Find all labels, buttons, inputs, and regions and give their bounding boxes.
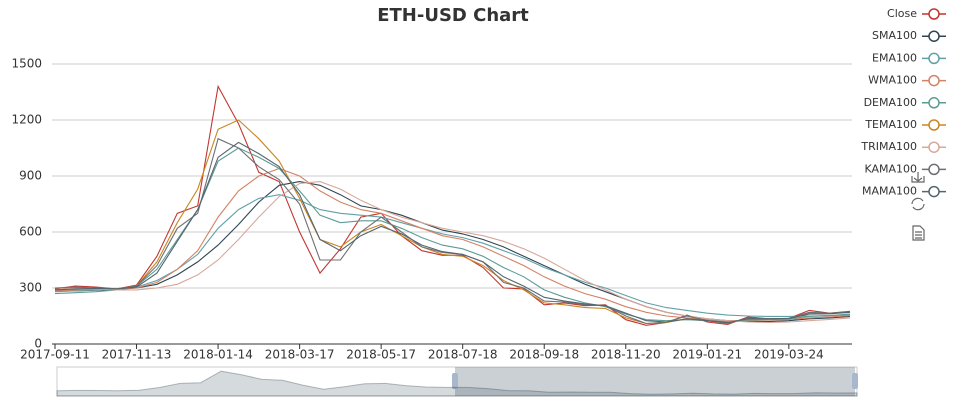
x-tick-label: 2019-01-21 xyxy=(672,348,742,362)
legend-symbol[interactable] xyxy=(928,97,940,109)
legend-symbol[interactable] xyxy=(928,141,940,153)
data-view-icon[interactable] xyxy=(912,225,925,241)
legend: Close SMA100 EMA100 WMA100 DEMA100 TEMA100 TRI… xyxy=(860,7,946,198)
x-tick-label: 2017-11-13 xyxy=(102,348,172,362)
legend-symbol[interactable] xyxy=(928,74,940,87)
series-line xyxy=(54,84,851,326)
chart-title: ETH-USD Chart xyxy=(377,5,529,26)
slider-handle[interactable] xyxy=(452,373,458,389)
legend-label[interactable]: SMA100 xyxy=(872,29,917,42)
legend-label[interactable]: WMA100 xyxy=(868,74,917,87)
series-line xyxy=(54,181,851,324)
y-tick-label: 0 xyxy=(34,337,42,351)
restore-icon[interactable] xyxy=(911,197,925,211)
slider[interactable] xyxy=(56,366,858,397)
legend-label[interactable]: DEMA100 xyxy=(864,96,917,109)
x-tick-label: 2018-03-17 xyxy=(265,348,335,362)
x-tick-label: 2018-05-17 xyxy=(346,348,416,362)
y-tick-label: 300 xyxy=(19,281,42,295)
x-tick-label: 2018-07-18 xyxy=(428,348,498,362)
x-tick-label: 2018-09-18 xyxy=(509,348,579,362)
y-tick-label: 1200 xyxy=(11,113,42,127)
series-line xyxy=(54,194,851,317)
legend-symbol[interactable] xyxy=(928,119,940,131)
series-line xyxy=(54,137,851,325)
series-line xyxy=(54,141,851,324)
y-tick-label: 900 xyxy=(19,169,42,183)
legend-symbol[interactable] xyxy=(928,8,940,20)
legend-symbol[interactable] xyxy=(928,52,940,65)
slider-selection[interactable] xyxy=(455,367,855,396)
legend-symbol[interactable] xyxy=(928,30,940,42)
slider-handle[interactable] xyxy=(852,373,858,389)
x-tick-label: 2018-11-20 xyxy=(591,348,661,362)
legend-label[interactable]: TRIMA100 xyxy=(860,140,917,153)
save-icon[interactable] xyxy=(911,172,925,183)
x-tick-label: 2017-09-11 xyxy=(20,348,90,362)
series-line xyxy=(54,181,851,323)
legend-label[interactable]: MAMA100 xyxy=(862,185,917,198)
y-tick-label: 1500 xyxy=(11,57,42,71)
legend-label[interactable]: TEMA100 xyxy=(864,118,917,131)
x-tick-label: 2019-03-24 xyxy=(754,348,824,362)
legend-label[interactable]: KAMA100 xyxy=(864,162,917,175)
legend-label[interactable]: Close xyxy=(887,7,917,20)
slider-preview xyxy=(56,370,858,397)
series-line xyxy=(54,119,851,325)
x-tick-label: 2018-01-14 xyxy=(183,348,253,362)
y-tick-label: 600 xyxy=(19,225,42,239)
legend-label[interactable]: EMA100 xyxy=(872,51,917,64)
toolbox[interactable] xyxy=(911,172,925,241)
legend-symbol[interactable] xyxy=(928,185,940,198)
legend-symbol[interactable] xyxy=(928,163,940,176)
